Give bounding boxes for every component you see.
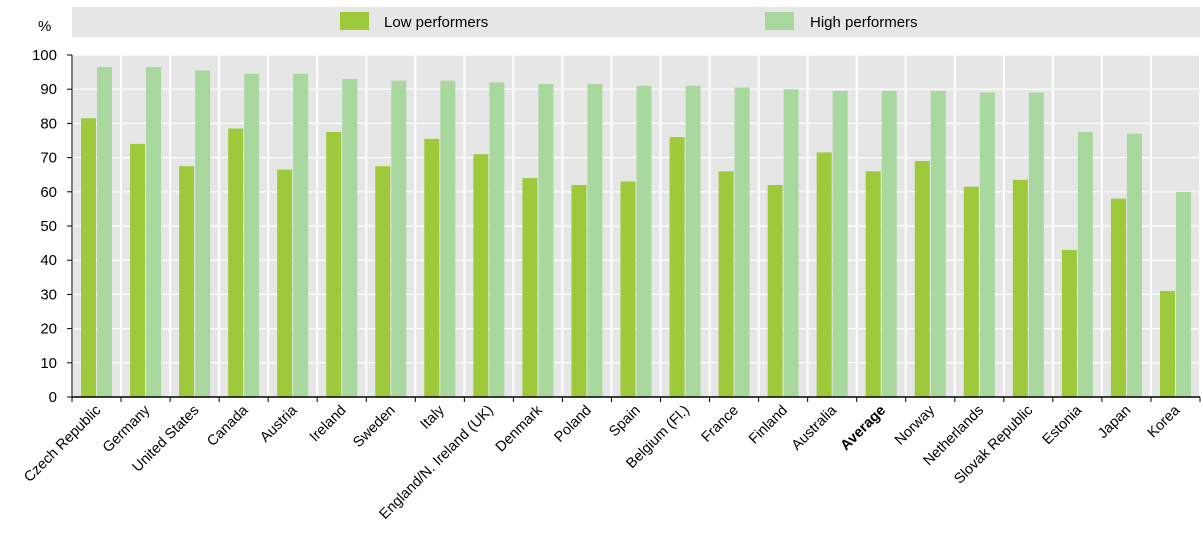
legend-swatch-high [765,12,794,30]
x-tick-label: France [699,403,742,446]
y-tick-label: 50 [40,218,57,235]
bar-high-performers [244,73,260,397]
bar-high-performers [391,80,407,398]
y-tick-label: 80 [40,115,57,132]
bar-low-performers [718,171,734,397]
bar-high-performers [587,84,603,397]
bar-high-performers [832,90,848,397]
bar-high-performers [489,82,505,398]
y-axis-unit-label: % [38,18,51,35]
bar-low-performers [375,166,391,397]
x-tick-label: Italy [418,402,449,433]
bar-high-performers [636,85,652,397]
bar-low-performers [1012,179,1028,397]
bar-high-performers [881,90,897,397]
x-tick-label: Spain [606,403,644,441]
y-tick-label: 70 [40,150,57,167]
bar-low-performers [179,166,195,397]
y-tick-label: 20 [40,321,57,338]
legend-swatch-low [340,12,369,30]
bar-low-performers [669,137,685,397]
y-tick-label: 90 [40,81,57,98]
y-tick-label: 0 [49,389,57,406]
bar-low-performers [571,184,587,397]
bar-low-performers [865,171,881,397]
x-tick-label: Norway [892,402,939,449]
bars [81,66,1191,398]
y-tick-label: 40 [40,252,57,269]
bar-high-performers [293,73,309,397]
bar-low-performers [130,143,146,397]
x-tick-label: Austria [257,402,301,446]
bar-high-performers [734,87,750,398]
x-tick-label: Australia [789,402,841,454]
legend-band [72,7,1200,37]
bar-low-performers [522,178,538,397]
x-tick-label: Korea [1145,402,1184,441]
x-tick-label: Finland [746,403,791,448]
x-tick-label: Estonia [1040,402,1086,448]
y-tick-label: 60 [40,184,57,201]
bar-low-performers [963,186,979,397]
bar-low-performers [81,118,97,398]
x-tick-label: Canada [204,402,252,450]
x-tick-label: Sweden [350,403,398,451]
x-tick-label: Poland [552,403,595,446]
bar-high-performers [538,84,554,397]
bar-low-performers [1061,249,1077,397]
x-tick-label: Japan [1095,403,1134,442]
bar-low-performers [326,131,342,397]
legend: Low performers High performers [340,12,918,31]
bar-high-performers [342,78,358,397]
bar-low-performers [767,184,783,397]
bar-low-performers [228,128,244,397]
bar-high-performers [1077,131,1093,397]
y-tick-label: 100 [32,47,57,64]
legend-label-high: High performers [810,14,918,31]
bar-high-performers [146,66,162,397]
bar-high-performers [783,89,799,397]
bar-high-performers [97,66,113,397]
bar-high-performers [1126,133,1142,397]
bar-low-performers [1110,198,1126,397]
bar-high-performers [930,90,946,397]
bar-high-performers [979,92,995,398]
y-tick-label: 30 [40,286,57,303]
x-tick-label: Czech Republic [21,403,104,486]
bar-high-performers [685,85,701,397]
bar-low-performers [1159,290,1175,397]
x-tick-label: Denmark [493,402,546,455]
x-tick-label: Ireland [307,403,350,446]
bar-high-performers [195,70,211,397]
y-axis: 0 10 20 30 40 50 60 70 80 90 100 [32,47,73,406]
bar-low-performers [277,169,293,397]
bar-low-performers [473,154,489,397]
bar-high-performers [1175,191,1191,397]
legend-label-low: Low performers [384,14,488,31]
bar-low-performers [914,161,930,397]
x-tick-label: Average [838,403,889,454]
bar-low-performers [620,181,636,397]
bar-high-performers [440,80,456,398]
bar-low-performers [816,152,832,397]
y-tick-label: 10 [40,355,57,372]
bar-high-performers [1028,92,1044,398]
gridlines [72,54,1200,398]
bar-low-performers [424,138,440,398]
